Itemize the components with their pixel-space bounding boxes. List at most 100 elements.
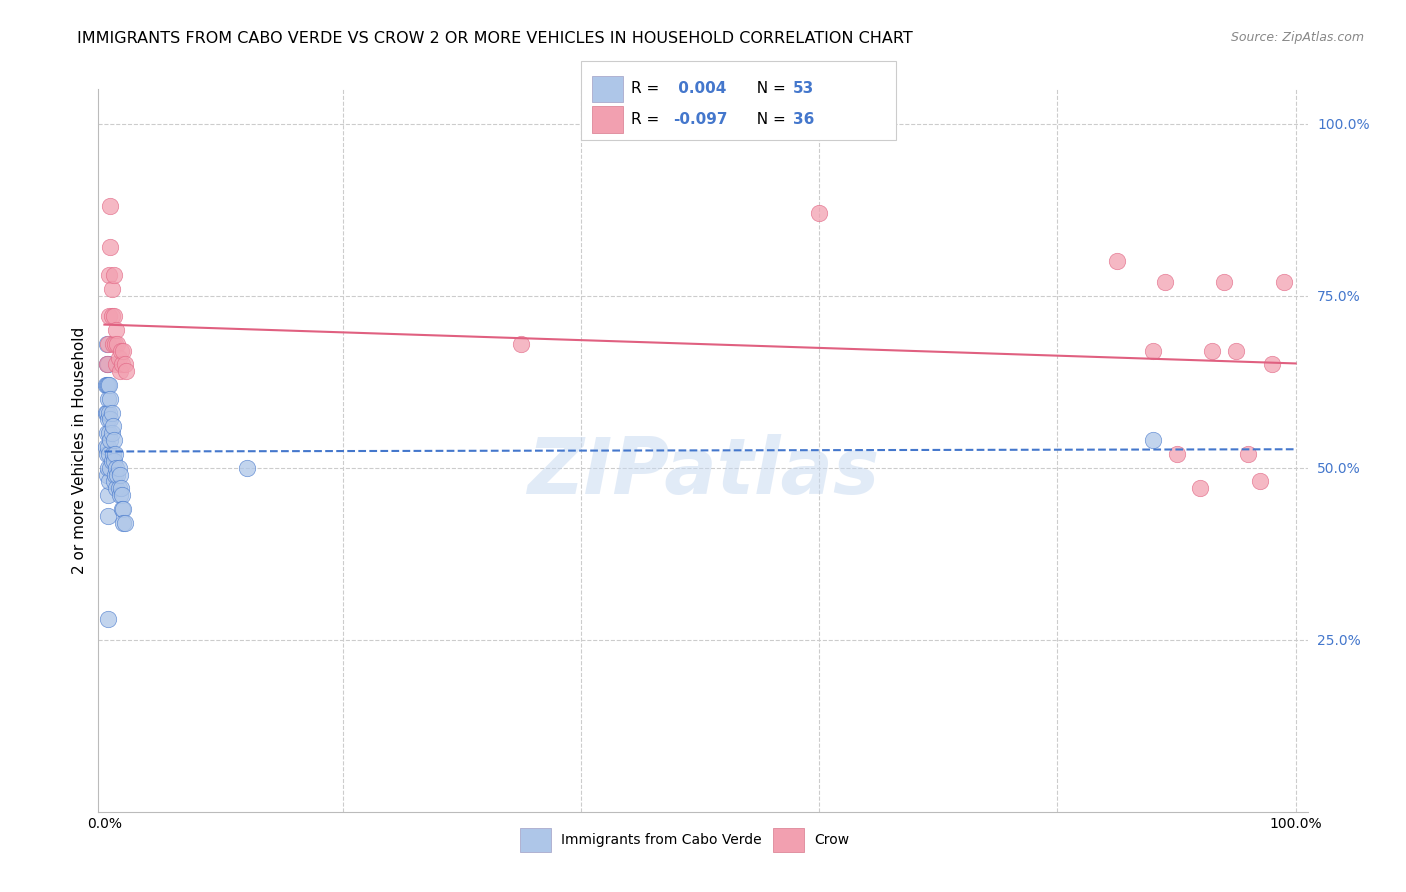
Point <box>98 426 121 441</box>
Text: 53: 53 <box>793 81 814 96</box>
Point <box>96 358 118 372</box>
FancyBboxPatch shape <box>581 61 896 140</box>
Point <box>1261 358 1284 372</box>
Point <box>111 358 134 372</box>
Point <box>107 460 129 475</box>
Point <box>107 351 129 365</box>
Point <box>98 378 121 392</box>
Point <box>105 481 128 495</box>
Point <box>110 343 132 358</box>
Point <box>1142 343 1164 358</box>
Point <box>98 406 121 420</box>
Point <box>1153 275 1175 289</box>
Point <box>1166 447 1188 461</box>
Point <box>98 199 121 213</box>
Point <box>1201 343 1223 358</box>
Point <box>1249 475 1271 489</box>
Point <box>104 447 127 461</box>
Point <box>103 268 125 282</box>
Bar <box>592 76 623 103</box>
Point <box>808 206 831 220</box>
Point <box>98 412 121 426</box>
Text: Immigrants from Cabo Verde: Immigrants from Cabo Verde <box>561 833 762 847</box>
Text: IMMIGRANTS FROM CABO VERDE VS CROW 2 OR MORE VEHICLES IN HOUSEHOLD CORRELATION C: IMMIGRANTS FROM CABO VERDE VS CROW 2 OR … <box>77 31 912 46</box>
Point <box>1105 254 1128 268</box>
Point <box>103 310 125 324</box>
Point <box>107 467 129 482</box>
Text: ZIPatlas: ZIPatlas <box>527 434 879 510</box>
Point <box>101 419 124 434</box>
Point <box>1189 481 1212 495</box>
Point <box>96 406 118 420</box>
Point <box>96 467 118 482</box>
Point <box>96 447 118 461</box>
Text: R =: R = <box>631 112 665 127</box>
Point <box>100 454 122 468</box>
Point <box>108 488 131 502</box>
Point <box>104 467 127 482</box>
Point <box>96 336 118 351</box>
Point <box>98 475 121 489</box>
Point <box>98 433 121 447</box>
Point <box>1142 433 1164 447</box>
Point <box>97 358 120 372</box>
Point <box>105 460 128 475</box>
Point <box>94 406 117 420</box>
Point <box>1237 447 1260 461</box>
Point <box>97 336 120 351</box>
Point <box>101 336 124 351</box>
Point <box>108 364 131 378</box>
Point <box>97 488 120 502</box>
Y-axis label: 2 or more Vehicles in Household: 2 or more Vehicles in Household <box>72 326 87 574</box>
Point <box>94 378 117 392</box>
Text: R =: R = <box>631 81 665 96</box>
Bar <box>773 828 804 852</box>
Text: N =: N = <box>747 112 790 127</box>
Point <box>107 481 129 495</box>
Point <box>98 447 121 461</box>
Point <box>111 502 134 516</box>
Point <box>96 426 118 441</box>
Point <box>112 516 135 530</box>
Point <box>100 406 122 420</box>
Bar <box>592 106 623 133</box>
Bar <box>520 828 551 852</box>
Point <box>97 612 120 626</box>
Point <box>97 508 120 523</box>
Text: N =: N = <box>747 81 790 96</box>
Point <box>111 488 134 502</box>
Point <box>94 440 117 454</box>
Point <box>114 516 136 530</box>
Text: Crow: Crow <box>814 833 849 847</box>
Text: Source: ZipAtlas.com: Source: ZipAtlas.com <box>1230 31 1364 45</box>
Point <box>96 378 118 392</box>
Point <box>103 433 125 447</box>
Point <box>98 310 121 324</box>
Point <box>97 412 120 426</box>
Point <box>96 358 118 372</box>
Point <box>98 268 121 282</box>
Point <box>110 481 132 495</box>
Point <box>1272 275 1295 289</box>
Point <box>114 364 136 378</box>
Point <box>97 440 120 454</box>
Point <box>1213 275 1236 289</box>
Point <box>103 454 125 468</box>
Point <box>1225 343 1247 358</box>
Text: 0.004: 0.004 <box>673 81 727 96</box>
Point <box>100 426 122 441</box>
Point <box>236 460 259 475</box>
Point <box>104 336 127 351</box>
Text: -0.097: -0.097 <box>673 112 728 127</box>
Point <box>105 323 128 337</box>
Point <box>101 447 124 461</box>
Point <box>114 358 136 372</box>
Point <box>103 475 125 489</box>
Point <box>97 392 120 406</box>
Point <box>97 378 120 392</box>
Point <box>98 240 121 254</box>
Point <box>97 460 120 475</box>
Point <box>108 467 131 482</box>
Point <box>100 282 122 296</box>
Point <box>98 392 121 406</box>
